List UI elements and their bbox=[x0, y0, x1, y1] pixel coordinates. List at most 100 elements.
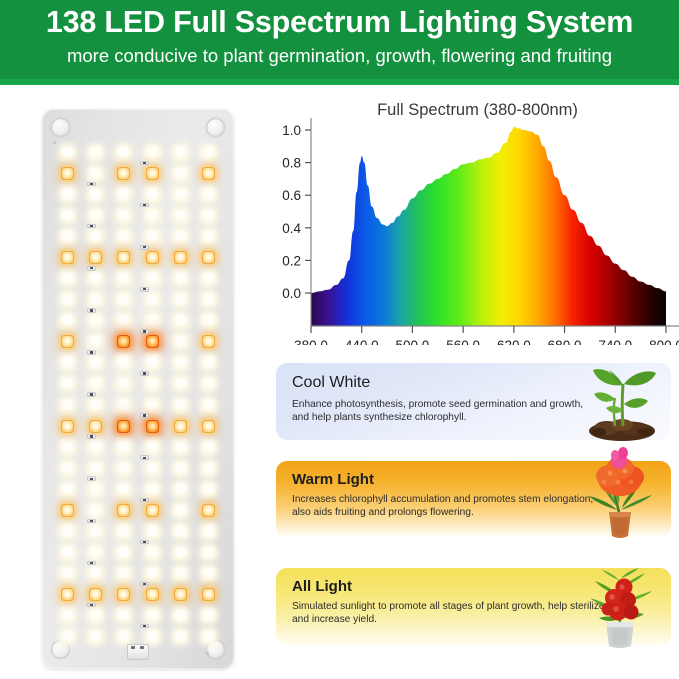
led-chip bbox=[60, 377, 74, 391]
led-chip bbox=[174, 482, 187, 496]
led-chip bbox=[89, 293, 102, 307]
smd-resistor bbox=[87, 602, 97, 608]
feature-card-cool-white[interactable]: Cool White Enhance photosynthesis, promo… bbox=[276, 363, 671, 441]
led-chip bbox=[60, 398, 74, 412]
smd-resistor bbox=[140, 287, 149, 292]
led-chip bbox=[89, 461, 102, 475]
feature-card-all-light[interactable]: All Light Simulated sunlight to promote … bbox=[276, 568, 671, 648]
led-chip bbox=[202, 461, 216, 475]
led-chip bbox=[202, 146, 216, 160]
led-chip bbox=[60, 356, 74, 370]
card-description-warm-light: Increases chlorophyll accumulation and p… bbox=[292, 494, 594, 519]
smd-resistor bbox=[140, 623, 149, 629]
led-chip bbox=[202, 524, 216, 538]
led-chip bbox=[145, 566, 159, 580]
x-axis-tick-label: 680.0 bbox=[548, 338, 582, 345]
smd-resistor bbox=[87, 308, 97, 313]
led-chip bbox=[145, 545, 159, 559]
led-chip bbox=[89, 587, 102, 601]
led-chip bbox=[117, 251, 131, 265]
page-title: 138 LED Full Sspectrum Lighting System bbox=[45, 5, 634, 39]
led-chip bbox=[117, 482, 131, 496]
led-chip bbox=[89, 503, 102, 517]
spectrum-chart: Full Spectrum (380-800nm) bbox=[266, 95, 679, 345]
smd-resistor bbox=[87, 560, 97, 566]
led-chip bbox=[117, 377, 131, 391]
led-chip bbox=[117, 398, 131, 412]
smd-resistor bbox=[87, 181, 97, 187]
led-chip bbox=[60, 503, 74, 517]
led-chip bbox=[89, 524, 102, 538]
chart-title: Full Spectrum (380-800nm) bbox=[377, 101, 578, 119]
led-chip bbox=[117, 314, 131, 328]
x-axis-tick-label: 500.0 bbox=[396, 338, 430, 345]
led-chip bbox=[60, 587, 74, 601]
feature-card-warm-light[interactable]: Warm Light Increases chlorophyll accumul… bbox=[276, 447, 671, 538]
smd-resistor bbox=[87, 266, 97, 271]
led-chip bbox=[117, 566, 131, 580]
led-chip bbox=[145, 482, 159, 496]
led-chip bbox=[60, 335, 74, 349]
led-chip bbox=[174, 314, 187, 328]
mount-hole-bottom-right bbox=[206, 640, 225, 659]
led-chip bbox=[145, 503, 159, 517]
led-chip bbox=[202, 293, 216, 307]
led-chip bbox=[60, 167, 74, 181]
led-chip bbox=[174, 398, 187, 412]
led-chip bbox=[117, 503, 131, 517]
y-axis-tick-label: 0.0 bbox=[282, 286, 301, 301]
led-chip bbox=[89, 566, 102, 580]
led-chip bbox=[89, 545, 102, 559]
led-chip bbox=[174, 146, 187, 160]
led-chip bbox=[60, 461, 74, 475]
led-chip bbox=[89, 398, 102, 412]
led-chip bbox=[202, 272, 216, 286]
led-chip bbox=[145, 524, 159, 538]
board-marker-dot-right bbox=[206, 652, 209, 655]
power-connector bbox=[127, 644, 149, 660]
led-chip bbox=[117, 461, 131, 475]
smd-resistor bbox=[140, 329, 149, 334]
led-chip bbox=[174, 377, 187, 391]
led-chip bbox=[89, 209, 102, 223]
led-chip bbox=[117, 356, 131, 370]
led-chip bbox=[60, 251, 74, 265]
led-chip bbox=[117, 629, 131, 643]
led-chip bbox=[202, 440, 216, 454]
led-chip bbox=[202, 188, 216, 202]
led-chip bbox=[117, 335, 131, 349]
led-chip bbox=[202, 419, 216, 433]
led-chip bbox=[60, 272, 74, 286]
led-chip bbox=[202, 230, 216, 244]
led-chip bbox=[202, 209, 216, 223]
smd-resistor bbox=[87, 434, 97, 439]
led-chip bbox=[202, 251, 216, 265]
led-chip bbox=[202, 545, 216, 559]
card-description-all-light: Simulated sunlight to promote all stages… bbox=[292, 601, 605, 626]
x-axis-tick-label: 560.0 bbox=[446, 338, 480, 345]
led-chip bbox=[202, 356, 216, 370]
board-marker-dot-left bbox=[53, 141, 56, 144]
smd-resistor bbox=[140, 497, 149, 502]
y-axis-tick-label: 0.4 bbox=[282, 221, 301, 236]
led-chip bbox=[174, 293, 187, 307]
led-chip bbox=[174, 587, 187, 601]
led-chip bbox=[117, 209, 131, 223]
led-chip bbox=[60, 419, 74, 433]
led-chip bbox=[89, 314, 102, 328]
x-axis-tick-label: 380.0 bbox=[294, 338, 328, 345]
led-chip bbox=[174, 230, 187, 244]
led-chip bbox=[202, 482, 216, 496]
led-chip bbox=[89, 146, 102, 160]
led-panel-photo: ........................................… bbox=[14, 100, 262, 672]
smd-resistor bbox=[87, 350, 97, 355]
led-chip bbox=[174, 608, 187, 622]
led-chip bbox=[202, 167, 216, 181]
mount-hole-top-left bbox=[51, 118, 70, 137]
led-chip bbox=[174, 524, 187, 538]
led-chip bbox=[145, 188, 159, 202]
y-axis-tick-label: 0.2 bbox=[282, 253, 301, 268]
led-chip bbox=[145, 335, 159, 349]
led-chip bbox=[117, 272, 131, 286]
led-chip bbox=[89, 440, 102, 454]
